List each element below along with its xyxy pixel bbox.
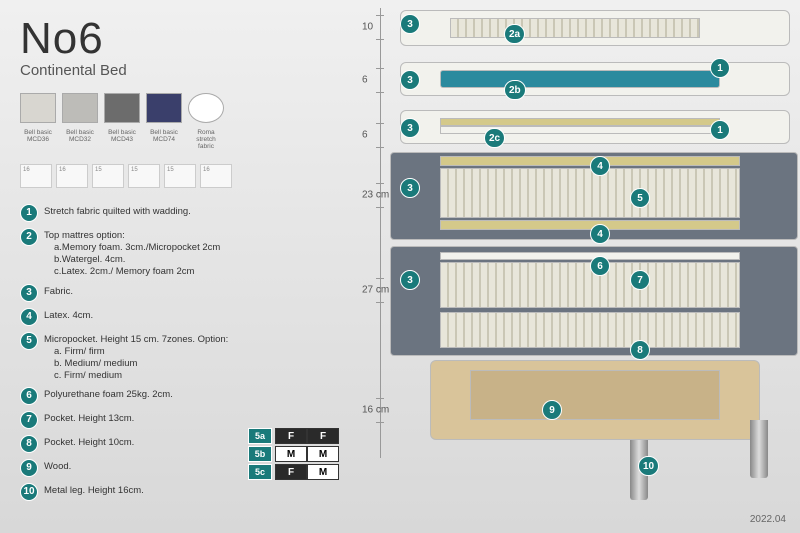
diagram-callout-badge: 5 — [630, 188, 650, 208]
legend-item: 3 Fabric. — [20, 284, 330, 302]
firmness-options-table: 5aFF 5bMM 5cFM — [248, 428, 339, 482]
legend-badge: 8 — [20, 435, 38, 453]
legend-item: 7 Pocket. Height 13cm. — [20, 411, 330, 429]
fabric-swatch — [146, 93, 182, 123]
leg-thumbnail: 15 — [128, 164, 160, 188]
legend-text: Top mattres option:a.Memory foam. 3cm./M… — [44, 228, 220, 278]
diagram-callout-badge: 3 — [400, 118, 420, 138]
legend-badge: 4 — [20, 308, 38, 326]
legend-text: Polyurethane foam 25kg. 2cm. — [44, 387, 173, 401]
fabric-swatch-label: Roma stretch fabric — [188, 129, 224, 150]
fabric-swatch — [62, 93, 98, 123]
legend-text: Micropocket. Height 15 cm. 7zones. Optio… — [44, 332, 228, 382]
legend-text: Pocket. Height 13cm. — [44, 411, 134, 425]
legend-item: 1 Stretch fabric quilted with wadding. — [20, 204, 330, 222]
diagram-callout-badge: 6 — [590, 256, 610, 276]
fabric-swatch-label: Bell basic MCD43 — [104, 129, 140, 150]
fabric-swatch-label: Bell basic MCD74 — [146, 129, 182, 150]
leg-option-thumbnails: 161615151516 — [20, 160, 330, 188]
legend-badge: 2 — [20, 228, 38, 246]
layer-height-label: 6 — [362, 130, 368, 141]
diagram-callout-badge: 2b — [504, 80, 526, 100]
layer-height-label: 27 cm — [362, 285, 389, 296]
bed-cutaway-diagram: 10 6 6 23 cm 27 cm 16 cm 3 2a 1 3 2b 3 2c 1 4 3 54 6 3 7 8 9 1… — [330, 0, 800, 533]
diagram-callout-badge: 3 — [400, 14, 420, 34]
legend-text: Latex. 4cm. — [44, 308, 93, 322]
diagram-callout-badge: 3 — [400, 270, 420, 290]
fabric-swatch — [188, 93, 224, 123]
legend-text: Wood. — [44, 459, 71, 473]
diagram-callout-badge: 3 — [400, 70, 420, 90]
firmness-row: 5cFM — [248, 464, 339, 480]
leg-thumbnail: 15 — [164, 164, 196, 188]
firmness-row: 5aFF — [248, 428, 339, 444]
diagram-callout-badge: 4 — [590, 224, 610, 244]
legend-badge: 10 — [20, 483, 38, 501]
layer-height-label: 6 — [362, 75, 368, 86]
diagram-callout-badge: 2c — [484, 128, 505, 148]
legend-item: 4 Latex. 4cm. — [20, 308, 330, 326]
legend-badge: 7 — [20, 411, 38, 429]
leg-thumbnail: 16 — [56, 164, 88, 188]
layer-height-label: 23 cm — [362, 190, 389, 201]
diagram-callout-badge: 4 — [590, 156, 610, 176]
metal-leg — [750, 420, 768, 478]
firmness-row: 5bMM — [248, 446, 339, 462]
diagram-callout-badge: 10 — [638, 456, 659, 476]
fabric-swatches — [20, 93, 330, 123]
diagram-callout-badge: 2a — [504, 24, 525, 44]
layer-height-label: 16 cm — [362, 405, 389, 416]
product-subtitle: Continental Bed — [20, 62, 330, 79]
diagram-callout-badge: 8 — [630, 340, 650, 360]
diagram-callout-badge: 9 — [542, 400, 562, 420]
legend-item: 2 Top mattres option:a.Memory foam. 3cm./… — [20, 228, 330, 278]
fabric-swatch-labels: Bell basic MCD36 Bell basic MCD32 Bell bas… — [20, 129, 330, 150]
legend-item: 5 Micropocket. Height 15 cm. 7zones. Opti… — [20, 332, 330, 382]
legend-badge: 1 — [20, 204, 38, 222]
diagram-callout-badge: 7 — [630, 270, 650, 290]
document-date: 2022.04 — [750, 514, 786, 525]
fabric-swatch-label: Bell basic MCD32 — [62, 129, 98, 150]
leg-thumbnail: 16 — [20, 164, 52, 188]
layer-height-label: 10 — [362, 22, 373, 33]
legend-item: 10 Metal leg. Height 16cm. — [20, 483, 330, 501]
diagram-callout-badge: 1 — [710, 120, 730, 140]
legend-badge: 3 — [20, 284, 38, 302]
legend-badge: 5 — [20, 332, 38, 350]
leg-thumbnail: 16 — [200, 164, 232, 188]
legend-badge: 9 — [20, 459, 38, 477]
product-title: No6 — [20, 14, 330, 64]
fabric-swatch — [104, 93, 140, 123]
fabric-swatch — [20, 93, 56, 123]
legend-item: 6 Polyurethane foam 25kg. 2cm. — [20, 387, 330, 405]
legend-badge: 6 — [20, 387, 38, 405]
diagram-callout-badge: 1 — [710, 58, 730, 78]
leg-thumbnail: 15 — [92, 164, 124, 188]
fabric-swatch-label: Bell basic MCD36 — [20, 129, 56, 150]
legend-text: Metal leg. Height 16cm. — [44, 483, 144, 497]
diagram-callout-badge: 3 — [400, 178, 420, 198]
legend-text: Pocket. Height 10cm. — [44, 435, 134, 449]
legend-text: Fabric. — [44, 284, 73, 298]
legend-text: Stretch fabric quilted with wadding. — [44, 204, 191, 218]
